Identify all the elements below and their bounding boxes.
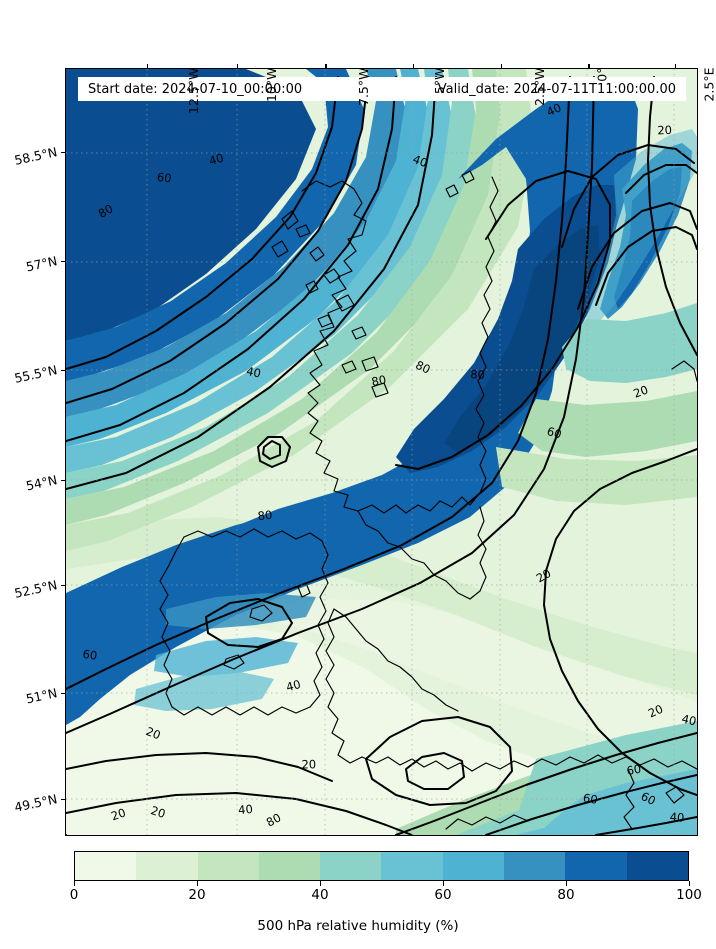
lat-tick-label-6: 49.5°N — [12, 791, 59, 815]
lat-tick-label-3: 54°N — [24, 472, 59, 494]
lon-tick-mark-6 — [675, 64, 677, 68]
colorbar-swatch-8 — [565, 852, 627, 880]
lat-tick-mark-1 — [61, 260, 65, 263]
lon-tick-mark-3 — [413, 64, 415, 68]
contour-label-40-25: 40 — [238, 802, 254, 817]
title-info-box: Start date: 2024-07-10_00:00:00 Valid_da… — [78, 77, 686, 101]
colorbar-swatch-3 — [258, 852, 321, 880]
contour-label-80-12: 80 — [257, 508, 273, 523]
contour-label-60-1: 60 — [156, 170, 172, 186]
colorbar-tick-label-4: 80 — [557, 887, 575, 903]
valid-date-label: Valid_date: 2024-07-11T11:00:00.00 — [437, 81, 676, 97]
colorbar-tick-4 — [566, 881, 568, 886]
colorbar-swatch-0 — [75, 852, 137, 880]
contour-label-20-18: 20 — [646, 702, 665, 721]
lon-tick-label-1: 10°W — [264, 67, 280, 103]
lat-tick-mark-5 — [61, 692, 65, 695]
contour-label-60-14: 60 — [82, 647, 98, 663]
colorbar[interactable]: 0 20 40 60 80 100 — [70, 851, 702, 903]
colorbar-tick-label-5: 100 — [676, 887, 702, 903]
lon-tick-label-4: 2.5°W — [531, 67, 547, 107]
colorbar-swatch-9 — [626, 852, 688, 880]
contour-label-40-5: 40 — [544, 100, 563, 119]
contour-label-40-15: 40 — [285, 677, 303, 694]
colorbar-swatch-1 — [136, 852, 198, 880]
contour-label-60-21: 60 — [639, 789, 658, 808]
contour-label-80-7: 80 — [370, 372, 387, 389]
lon-tick-label-5: 0° — [595, 67, 611, 82]
contour-label-60-27: 60 — [582, 791, 599, 807]
colorbar-swatch-5 — [381, 852, 443, 880]
contour-label-40-19: 40 — [680, 712, 697, 729]
lon-tick-mark-5 — [588, 64, 590, 68]
lat-tick-label-4: 52.5°N — [12, 577, 59, 601]
colorbar-tick-label-2: 40 — [311, 887, 329, 903]
lon-tick-label-0: 12.5°W — [185, 67, 201, 114]
contour-label-80-9: 80 — [470, 367, 485, 382]
lat-tick-mark-2 — [61, 369, 65, 372]
lon-tick-mark-4 — [500, 64, 502, 68]
colorbar-tick-1 — [197, 881, 199, 886]
contour-label-20-4: 20 — [657, 123, 672, 138]
lon-tick-label-2: 7.5°W — [356, 67, 372, 107]
lon-tick-mark-0 — [146, 64, 149, 68]
lat-tick-label-5: 51°N — [24, 685, 59, 707]
contour-label-80-8: 80 — [413, 358, 432, 377]
contour-label-20-13: 20 — [534, 566, 554, 585]
contour-label-40-2: 40 — [207, 151, 225, 168]
colorbar-swatch-2 — [197, 852, 259, 880]
map-plot-area[interactable]: 8080606040404040202040404040808080808080… — [65, 68, 698, 836]
contour-label-80-26: 80 — [264, 810, 283, 829]
contour-label-group: 8080606040404040202040404040808080808080… — [82, 100, 697, 829]
lat-tick-label-1: 57°N — [24, 253, 59, 275]
contour-label-20-17: 20 — [301, 757, 316, 771]
contour-label-20-24: 20 — [149, 803, 167, 821]
contour-label-20-16: 20 — [144, 724, 163, 742]
contour-label-20-10: 20 — [631, 382, 650, 400]
colorbar-tick-0 — [74, 881, 76, 886]
start-date-label: Start date: 2024-07-10_00:00:00 — [88, 81, 303, 97]
lat-tick-mark-4 — [61, 585, 65, 587]
colorbar-gradient — [74, 851, 689, 881]
lon-tick-mark-2 — [325, 64, 327, 68]
colorbar-tick-label-1: 20 — [188, 887, 206, 903]
colorbar-tick-label-3: 60 — [434, 887, 452, 903]
colorbar-swatch-6 — [442, 852, 505, 880]
colorbar-tick-5 — [689, 881, 691, 886]
contour-label-60-20: 60 — [625, 762, 642, 778]
contour-label-60-11: 60 — [545, 424, 563, 442]
colorbar-tick-3 — [443, 881, 445, 886]
contour-label-20-23: 20 — [109, 805, 127, 823]
lon-tick-label-3: 5°W — [432, 67, 448, 95]
contour-label-40-22: 40 — [669, 810, 685, 825]
lat-tick-mark-3 — [61, 480, 65, 482]
colorbar-tick-label-0: 0 — [69, 887, 79, 903]
lat-tick-mark-0 — [61, 151, 65, 154]
map-contour-render: 8080606040404040202040404040808080808080… — [66, 69, 697, 835]
contour-label-40-6: 40 — [245, 364, 262, 381]
lon-tick-label-6: 2.5°E — [701, 67, 716, 102]
colorbar-swatch-4 — [320, 852, 382, 880]
lat-tick-label-0: 58.5°N — [12, 144, 59, 168]
contour-label-40-3: 40 — [411, 152, 430, 170]
lat-tick-mark-6 — [61, 798, 65, 801]
contour-label-80-0: 80 — [96, 201, 116, 220]
colorbar-axis-label: 500 hPa relative humidity (%) — [257, 918, 459, 934]
lat-tick-label-2: 55.5°N — [12, 362, 59, 386]
lon-tick-mark-1 — [237, 64, 239, 68]
colorbar-swatch-7 — [504, 852, 566, 880]
colorbar-tick-2 — [320, 881, 322, 886]
